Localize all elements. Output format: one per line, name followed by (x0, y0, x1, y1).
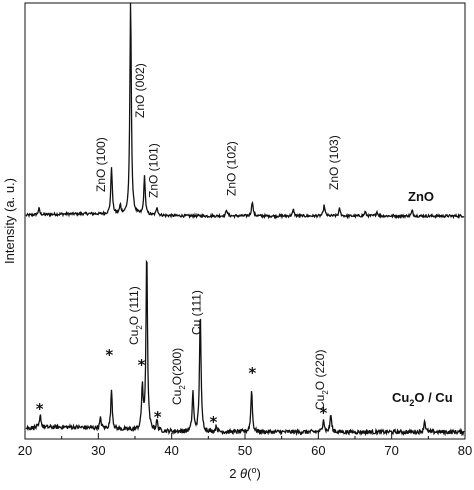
peak-label: ZnO (102) (224, 141, 238, 196)
peak-label-main: Cu (127, 330, 141, 345)
peak-label-tail: O(200) (170, 348, 184, 385)
peak-labels-layer: ZnO (100) ZnO (002) ZnO (101) ZnO (102) ZnO … (94, 63, 341, 410)
plot-frame (24, 2, 466, 440)
peak-label: Cu2O (220) (313, 350, 330, 410)
peak-label: ZnO (103) (327, 135, 341, 190)
x-tick-label: 70 (384, 443, 398, 458)
x-tick-label: 20 (18, 443, 32, 458)
peak-label-tail: O (220) (313, 350, 327, 391)
peak-label: ZnO (101) (147, 143, 161, 198)
peak-label: Cu2O(200) (170, 348, 187, 405)
x-axis-ticks: 20 30 40 50 60 70 80 (18, 433, 472, 458)
x-axis-title-open: ( (247, 466, 252, 481)
peak-label: ZnO (002) (133, 63, 147, 118)
peak-label-main: Cu (170, 390, 184, 405)
star-markers-layer: * * * * * * * (36, 346, 328, 431)
x-axis-title-theta: θ (240, 466, 247, 481)
x-tick-label: 40 (164, 443, 178, 458)
series-label-main: Cu (392, 390, 409, 405)
peak-label: ZnO (100) (94, 137, 108, 192)
peak-label: Cu (111) (189, 290, 203, 335)
peak-label-sub: 2 (178, 385, 187, 390)
star-marker: * (248, 364, 256, 382)
peak-label-main: Cu (313, 395, 327, 410)
x-tick-label: 60 (311, 443, 325, 458)
peak-label-sub: 2 (135, 325, 144, 330)
series-line-0 (25, 3, 465, 220)
star-marker: * (320, 404, 328, 422)
series-label-main: ZnO (408, 189, 434, 204)
star-marker: * (105, 346, 113, 364)
star-marker: * (154, 408, 162, 426)
series-label-sub: 2 (409, 398, 414, 408)
x-tick-label: 80 (458, 443, 472, 458)
series-label-tail: O / Cu (414, 390, 452, 405)
x-axis-title-close: ) (256, 466, 260, 481)
x-tick-label: 30 (91, 443, 105, 458)
series-line-1 (25, 259, 465, 437)
star-marker: * (210, 413, 218, 431)
x-axis-title-degree: o (251, 465, 256, 475)
series-label: Cu2O / Cu (392, 390, 453, 408)
peak-label: Cu2O (111) (127, 286, 144, 345)
star-marker: * (138, 356, 146, 374)
x-axis-title: 2 θ(o) (229, 465, 261, 481)
y-axis-title: Intensity (a. u.) (2, 178, 17, 264)
peak-label-sub: 2 (321, 390, 330, 395)
series-label: ZnO (408, 189, 434, 204)
star-marker: * (36, 400, 44, 418)
x-tick-label: 50 (238, 443, 252, 458)
x-axis-title-prefix: 2 (229, 466, 240, 481)
peak-label-tail: O (111) (127, 286, 141, 325)
